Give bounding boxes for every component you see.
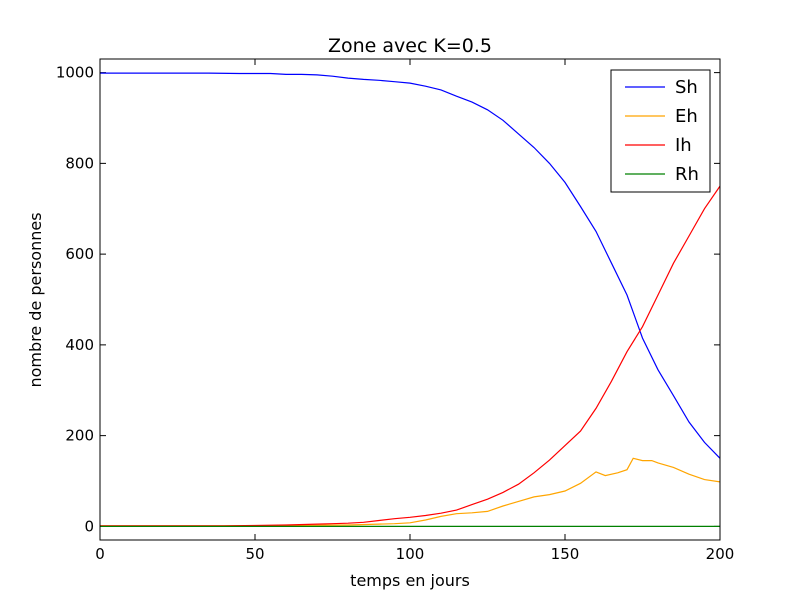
legend-label-sh: Sh — [675, 77, 698, 98]
y-tick-label: 800 — [65, 154, 94, 172]
series-line-eh — [100, 457, 721, 527]
y-tick-label: 400 — [65, 336, 94, 354]
legend-label-eh: Eh — [675, 106, 698, 127]
x-tick-label: 0 — [95, 545, 105, 563]
legend-label-rh: Rh — [675, 164, 699, 185]
legend-label-ih: Ih — [675, 135, 692, 156]
y-tick-label: 1000 — [56, 64, 94, 82]
x-axis-label: temps en jours — [350, 571, 470, 590]
y-tick-label: 0 — [84, 517, 94, 535]
legend: Sh Eh Ih Rh — [610, 69, 711, 193]
series-line-sh — [100, 72, 721, 459]
axis-ticks: 0 50 100 150 200 0 200 400 600 800 1000 — [56, 59, 735, 563]
y-tick-label: 600 — [65, 245, 94, 263]
plot-frame — [99, 58, 721, 541]
series-group — [100, 72, 721, 528]
x-tick-label: 200 — [706, 545, 735, 563]
x-tick-label: 50 — [245, 545, 264, 563]
x-tick-label: 100 — [396, 545, 425, 563]
y-axis-label: nombre de personnes — [26, 212, 45, 387]
x-tick-label: 150 — [551, 545, 580, 563]
series-line-ih — [100, 185, 721, 527]
y-tick-label: 200 — [65, 427, 94, 445]
chart-title: Zone avec K=0.5 — [328, 35, 492, 57]
legend-box — [610, 69, 711, 193]
